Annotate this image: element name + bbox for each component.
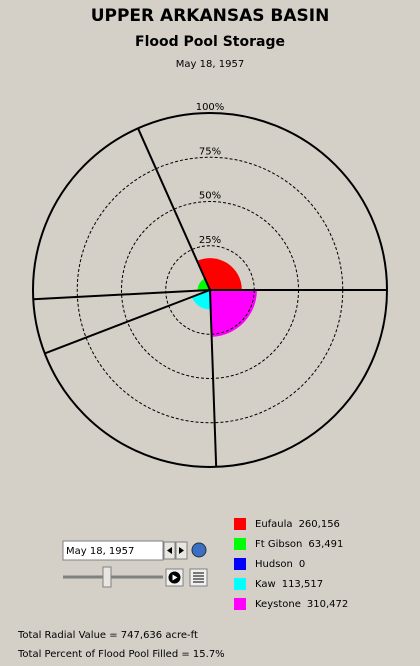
sector-boundary — [33, 289, 211, 301]
slider-thumb[interactable] — [102, 566, 112, 588]
date-field-text: May 18, 1957 — [66, 546, 134, 557]
legend-label: Kaw — [255, 579, 276, 590]
legend-value: 0 — [299, 559, 305, 570]
legend-label: Keystone — [255, 599, 301, 610]
sector-boundary — [209, 289, 218, 467]
legend-value: 113,517 — [282, 579, 323, 590]
sector — [197, 258, 242, 290]
legend-label: Ft Gibson — [255, 539, 302, 550]
list-button[interactable] — [189, 568, 208, 587]
ring-label: 100% — [196, 102, 225, 113]
legend-swatch — [234, 578, 246, 590]
sector-boundary — [137, 127, 211, 291]
legend-swatch — [234, 538, 246, 550]
sector — [210, 290, 257, 337]
chart-title: UPPER ARKANSAS BASIN — [91, 6, 330, 26]
sector — [197, 278, 210, 291]
ring-label: 50% — [199, 191, 221, 202]
legend: Eufaula 260,156 Ft Gibson 63,491 Hudson 0 Kaw 1… — [234, 518, 348, 610]
total-percent: Total Percent of Flood Pool Filled = 15.… — [17, 649, 225, 660]
date-field[interactable] — [62, 540, 164, 561]
next-icon — [179, 547, 184, 554]
sector — [191, 290, 211, 310]
chart-date: May 18, 1957 — [176, 59, 244, 70]
legend-swatch — [234, 558, 246, 570]
legend-value: 310,472 — [307, 599, 348, 610]
legend-value: 63,491 — [308, 539, 343, 550]
globe-button[interactable] — [191, 542, 207, 558]
play-triangle — [172, 574, 178, 581]
legend-label: Hudson — [255, 559, 293, 570]
sector-boundary — [44, 289, 211, 355]
legend-swatch — [234, 598, 246, 610]
chart-subtitle: Flood Pool Storage — [135, 34, 285, 50]
plot: 25% 50% 75% 100% — [32, 102, 388, 468]
legend-label: Eufaula — [255, 519, 293, 530]
legend-value: 260,156 — [299, 519, 340, 530]
ring-label: 75% — [199, 146, 221, 157]
legend-swatch — [234, 518, 246, 530]
list-icon — [193, 572, 204, 583]
prev-icon — [167, 547, 172, 554]
total-radial: Total Radial Value = 747,636 acre-ft — [17, 630, 198, 641]
ring-label: 25% — [199, 235, 221, 246]
